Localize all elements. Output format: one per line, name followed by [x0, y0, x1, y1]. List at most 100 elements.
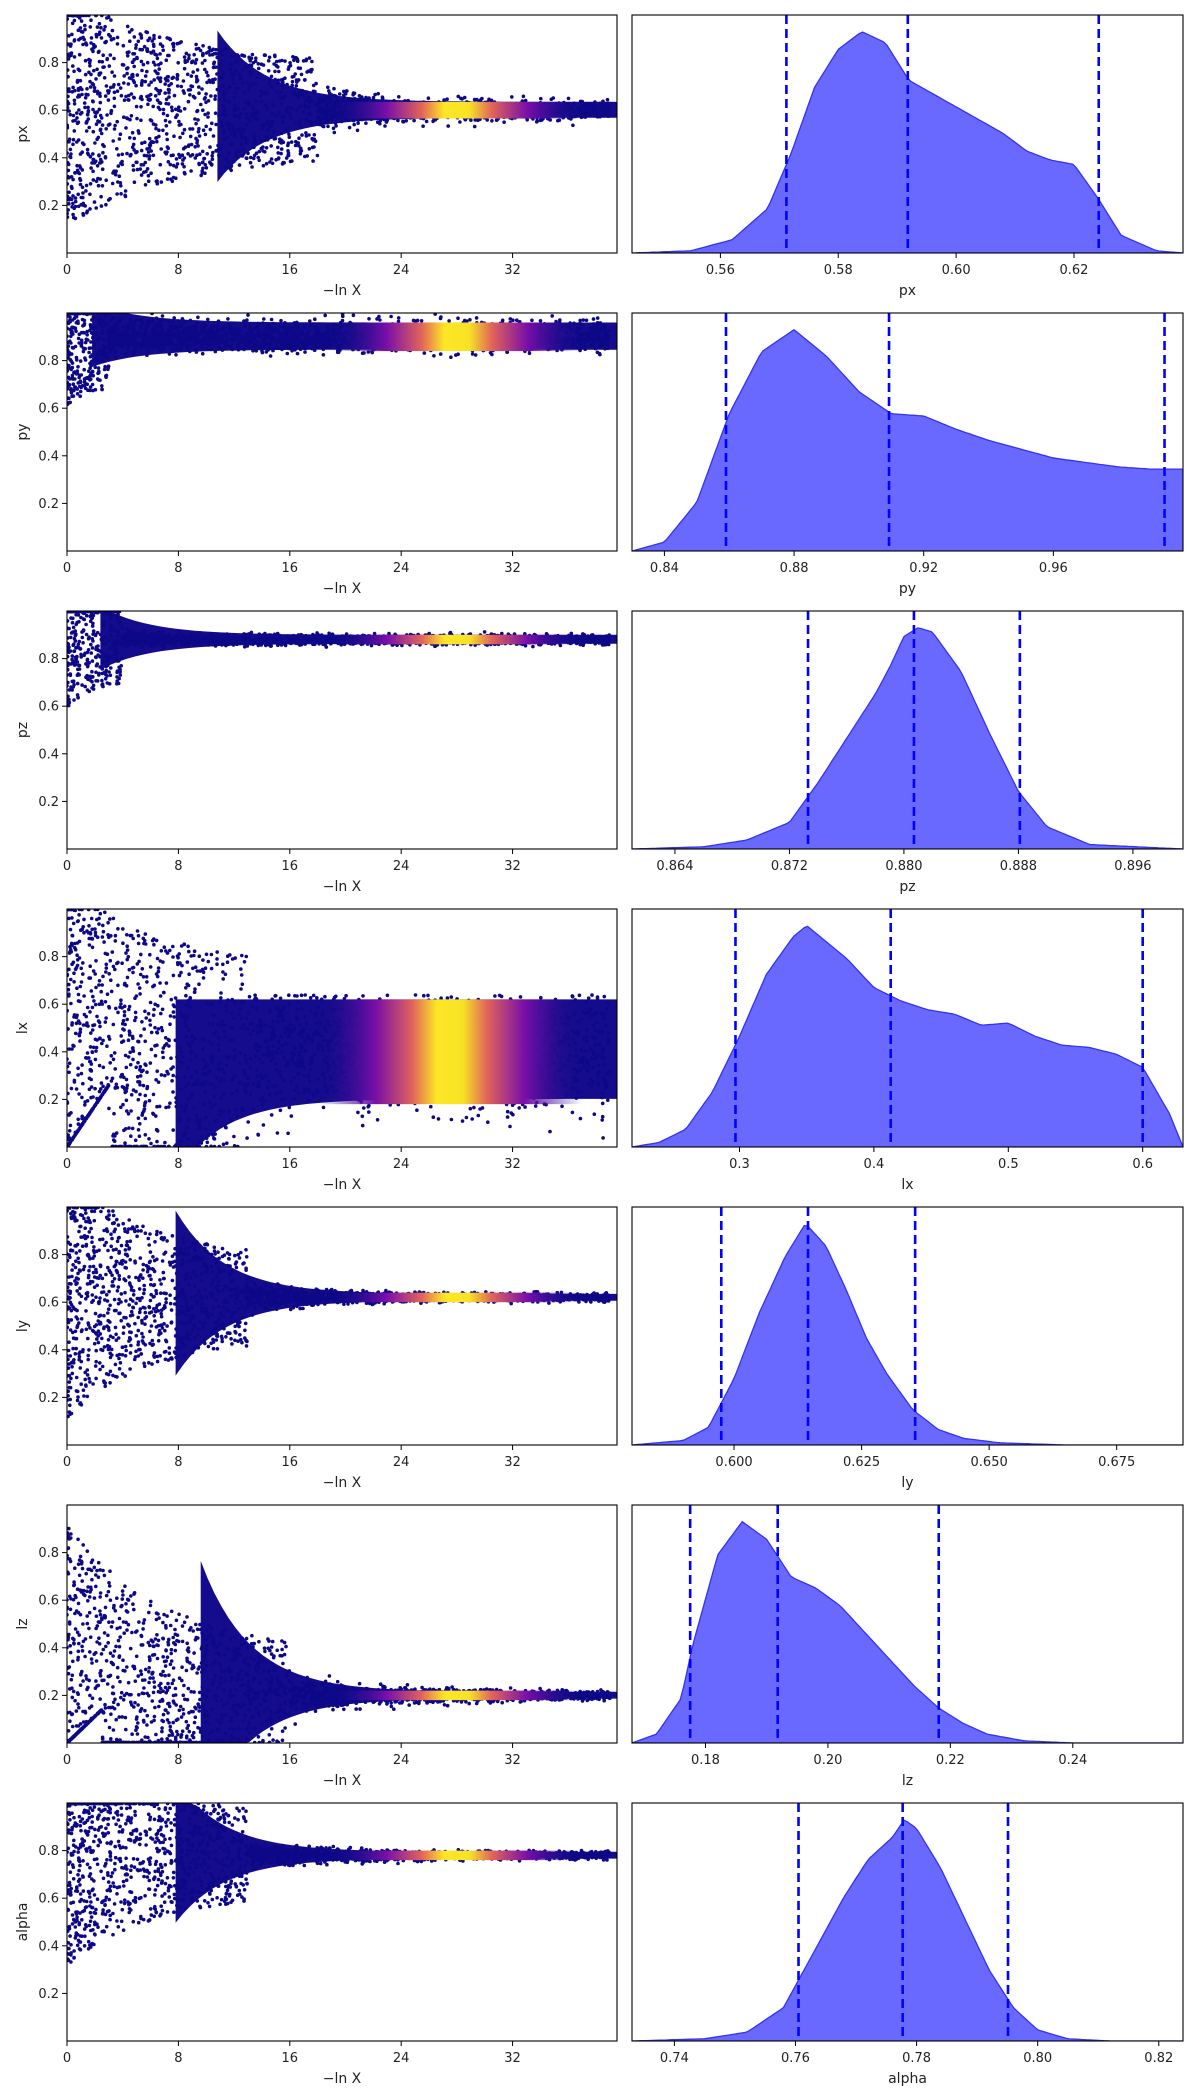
trace-points-px — [67, 15, 617, 221]
trace-panel-lz: 0 8 16 24 32 −ln X 0.2 0.4 0.6 0.8 lz — [15, 1504, 618, 1789]
trace-frame-py — [66, 312, 618, 552]
trace-points-lx — [67, 909, 617, 1147]
density-xtick-label: 0.88 — [780, 561, 809, 576]
density-panel-alpha: 0.74 0.76 0.78 0.80 0.82 alpha — [631, 1802, 1184, 2087]
density-xlabel-lx: lx — [901, 1177, 913, 1193]
trace-band-alpha — [175, 1803, 617, 1923]
trace-frame-lz — [66, 1504, 618, 1744]
density-area-pz — [632, 627, 1183, 849]
density-xlabel-py: py — [899, 581, 916, 597]
trace-ytick-label: 0.8 — [38, 56, 59, 71]
trace-panel-alpha: 0 8 16 24 32 −ln X 0.2 0.4 0.6 0.8 alpha — [15, 1802, 618, 2087]
trace-xtick-label: 24 — [393, 2051, 410, 2066]
trace-bright-band-alpha — [331, 1850, 583, 1861]
trace-ytick-label: 0.8 — [38, 1546, 59, 1561]
density-frame-lx — [631, 908, 1184, 1148]
trace-ytick-label: 0.4 — [38, 747, 59, 762]
trace-xtick-label: 8 — [174, 859, 182, 874]
trace-ylabel-py: py — [15, 423, 31, 440]
density-xtick-label: 0.864 — [656, 859, 693, 874]
trace-ytick-label: 0.4 — [38, 1641, 59, 1656]
trace-bright-band-ly — [331, 1292, 583, 1303]
trace-xlabel: −ln X — [323, 1773, 362, 1789]
trace-xtick-label: 8 — [174, 2051, 182, 2066]
density-xtick-label: 0.896 — [1114, 859, 1151, 874]
density-xtick-label: 0.58 — [824, 263, 853, 278]
density-area-lx — [632, 925, 1183, 1147]
trace-ytick-label: 0.8 — [38, 354, 59, 369]
density-xtick-label: 0.84 — [650, 561, 679, 576]
density-xtick-label: 0.18 — [691, 1753, 720, 1768]
trace-xlabel: −ln X — [323, 1177, 362, 1193]
density-xtick-label: 0.6 — [1132, 1157, 1153, 1172]
trace-ytick-label: 0.6 — [38, 1892, 59, 1907]
trace-ytick-label: 0.2 — [38, 795, 59, 810]
trace-xtick-label: 8 — [174, 1157, 182, 1172]
density-panel-pz: 0.864 0.872 0.880 0.888 0.896 pz — [631, 610, 1184, 895]
trace-ytick-label: 0.6 — [38, 998, 59, 1013]
density-xtick-label: 0.3 — [729, 1157, 750, 1172]
trace-panel-py: 0 8 16 24 32 −ln X 0.2 0.4 0.6 0.8 py — [15, 312, 618, 597]
trace-bright-band-py — [331, 322, 583, 352]
density-xtick-label: 0.74 — [660, 2051, 689, 2066]
density-frame-px — [631, 14, 1184, 254]
density-xlabel-pz: pz — [899, 879, 915, 895]
density-xtick-label: 0.96 — [1039, 561, 1068, 576]
trace-xlabel: −ln X — [323, 283, 362, 299]
trace-panel-ly: 0 8 16 24 32 −ln X 0.2 0.4 0.6 0.8 ly — [15, 1206, 618, 1491]
density-panel-py: 0.84 0.88 0.92 0.96 py — [631, 312, 1184, 597]
density-xtick-label: 0.600 — [715, 1455, 752, 1470]
trace-xtick-label: 32 — [504, 561, 521, 576]
trace-xlabel: −ln X — [323, 879, 362, 895]
density-panel-ly: 0.600 0.625 0.650 0.675 ly — [631, 1206, 1184, 1491]
density-xtick-label: 0.22 — [936, 1753, 965, 1768]
trace-ylabel-pz: pz — [15, 722, 31, 738]
density-frame-py — [631, 312, 1184, 552]
trace-xtick-label: 8 — [174, 263, 182, 278]
density-xlabel-ly: ly — [901, 1475, 913, 1491]
trace-bright-band-lz — [331, 1690, 583, 1701]
trace-xtick-label: 24 — [393, 561, 410, 576]
trace-ytick-label: 0.8 — [38, 652, 59, 667]
trace-xlabel: −ln X — [323, 581, 362, 597]
trace-ylabel-alpha: alpha — [15, 1903, 31, 1942]
density-xtick-label: 0.5 — [998, 1157, 1019, 1172]
density-panel-px: 0.56 0.58 0.60 0.62 px — [631, 14, 1184, 299]
trace-xtick-label: 32 — [504, 2051, 521, 2066]
trace-xtick-label: 0 — [63, 1157, 71, 1172]
trace-xtick-label: 0 — [63, 1753, 71, 1768]
density-area-py — [632, 329, 1183, 551]
trace-xtick-label: 16 — [282, 1455, 299, 1470]
trace-ytick-label: 0.4 — [38, 1343, 59, 1358]
trace-xtick-label: 0 — [63, 1455, 71, 1470]
trace-points-ly — [67, 1207, 617, 1419]
trace-ytick-label: 0.2 — [38, 1689, 59, 1704]
trace-points-alpha — [67, 1803, 617, 1964]
trace-ytick-label: 0.4 — [38, 1045, 59, 1060]
trace-xtick-label: 0 — [63, 859, 71, 874]
density-xtick-label: 0.24 — [1058, 1753, 1087, 1768]
trace-xlabel: −ln X — [323, 1475, 362, 1491]
trace-frame-lx — [66, 908, 618, 1148]
density-xtick-label: 0.92 — [909, 561, 938, 576]
trace-ytick-label: 0.6 — [38, 104, 59, 119]
density-xtick-label: 0.76 — [781, 2051, 810, 2066]
trace-ytick-label: 0.6 — [38, 402, 59, 417]
trace-ytick-label: 0.2 — [38, 1093, 59, 1108]
density-frame-ly — [631, 1206, 1184, 1446]
trace-ylabel-ly: ly — [15, 1320, 31, 1332]
trace-points-py — [67, 313, 617, 407]
trace-xtick-label: 0 — [63, 561, 71, 576]
trace-ytick-label: 0.2 — [38, 1391, 59, 1406]
trace-ytick-label: 0.4 — [38, 1939, 59, 1954]
density-xtick-label: 0.888 — [1000, 859, 1037, 874]
trace-ytick-label: 0.6 — [38, 1594, 59, 1609]
trace-xtick-label: 32 — [504, 859, 521, 874]
trace-xtick-label: 32 — [504, 1753, 521, 1768]
trace-xlabel: −ln X — [323, 2071, 362, 2087]
trace-xtick-label: 24 — [393, 1157, 410, 1172]
density-xtick-label: 0.80 — [1023, 2051, 1052, 2066]
